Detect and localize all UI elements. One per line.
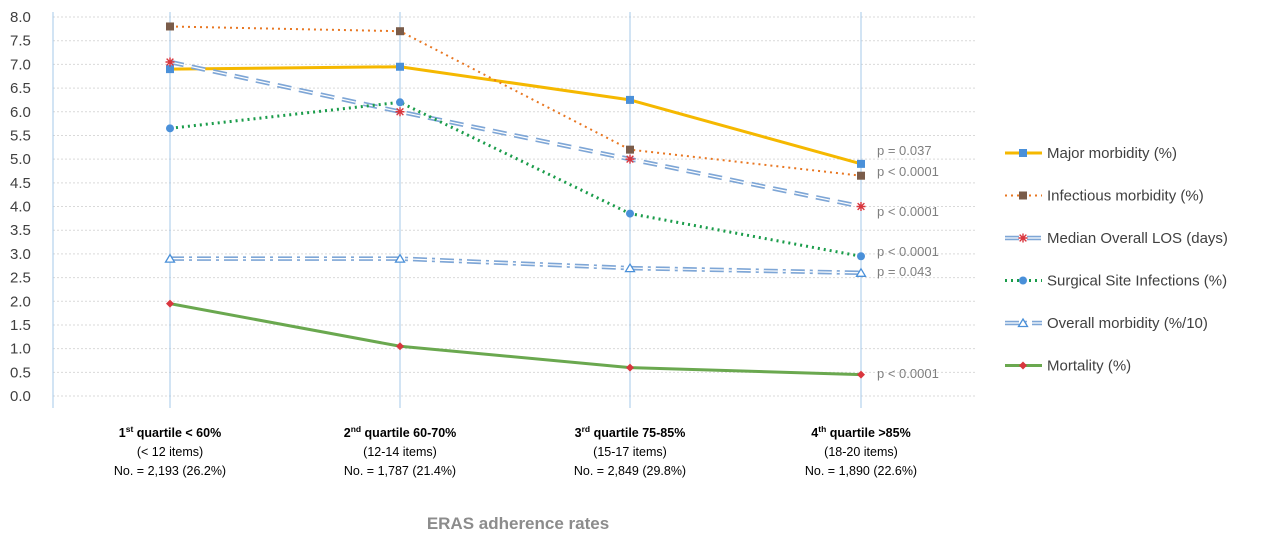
y-tick-label: 2.0	[10, 293, 31, 310]
data-point	[857, 171, 865, 180]
series-4	[164, 253, 867, 277]
y-tick-label: 6.5	[10, 80, 31, 97]
data-point	[166, 124, 174, 133]
series-0	[166, 62, 865, 168]
series-line	[169, 65, 862, 166]
y-tick-label: 7.5	[10, 33, 31, 50]
data-point	[624, 262, 636, 273]
data-point	[855, 267, 867, 277]
data-point	[395, 107, 405, 117]
category-items: (12-14 items)	[363, 445, 437, 459]
y-tick-label: 7.0	[10, 56, 31, 73]
legend-item: Median Overall LOS (days)	[1005, 230, 1228, 247]
p-value-label: p < 0.0001	[877, 244, 939, 259]
data-point	[166, 65, 174, 74]
category-title: 3rd quartile 75-85%	[575, 424, 686, 440]
series-2	[165, 57, 866, 211]
x-axis-categories: 1st quartile < 60% (< 12 items) No. = 2,19…	[114, 424, 917, 478]
category-title: 2nd quartile 60-70%	[344, 424, 457, 440]
y-tick-label: 0.5	[10, 364, 31, 381]
data-point	[1019, 361, 1027, 370]
category-items: (< 12 items)	[137, 445, 203, 459]
data-point	[396, 62, 404, 71]
p-value-label: p = 0.043	[877, 264, 932, 279]
series-lines	[164, 22, 867, 379]
data-point	[625, 154, 635, 164]
data-point	[166, 22, 174, 31]
y-tick-label: 2.5	[10, 270, 31, 287]
series-line	[169, 100, 862, 258]
data-point	[1017, 317, 1029, 328]
legend-label: Major morbidity (%)	[1047, 145, 1177, 162]
legend-item: Overall morbidity (%/10)	[1005, 315, 1208, 332]
series-line	[169, 302, 862, 377]
y-axis-ticks: 0.0 0.5 1.0 1.5 2.0 2.5 3.0 3.5 4.0 4.5 5.0 5.5 6.0 6…	[10, 9, 31, 405]
data-point	[1018, 233, 1028, 243]
data-point	[164, 253, 176, 263]
category-items: (18-20 items)	[824, 445, 898, 459]
data-point	[857, 370, 865, 379]
y-tick-label: 8.0	[10, 9, 31, 26]
y-tick-label: 4.0	[10, 199, 31, 216]
y-tick-label: 5.0	[10, 151, 31, 168]
data-point	[856, 202, 866, 211]
category-count: No. = 2,193 (26.2%)	[114, 464, 226, 478]
legend-label: Mortality (%)	[1047, 358, 1131, 375]
p-value-label: p < 0.0001	[877, 366, 939, 381]
y-tick-label: 3.5	[10, 222, 31, 239]
data-point	[857, 252, 865, 261]
data-point	[626, 209, 634, 218]
series-5	[166, 299, 865, 379]
data-point	[626, 145, 634, 154]
data-point	[394, 253, 406, 263]
legend-label: Surgical Site Infections (%)	[1047, 273, 1227, 290]
data-point	[1019, 191, 1027, 200]
data-point	[165, 57, 175, 67]
y-tick-label: 4.5	[10, 175, 31, 192]
p-value-label: p < 0.0001	[877, 164, 939, 179]
y-tick-label: 3.0	[10, 246, 31, 263]
category-count: No. = 2,849 (29.8%)	[574, 464, 686, 478]
legend-label: Overall morbidity (%/10)	[1047, 315, 1208, 332]
data-point	[626, 363, 634, 372]
gridlines	[52, 12, 975, 408]
legend-item: Mortality (%)	[1005, 358, 1131, 375]
p-value-labels: p = 0.037 p < 0.0001 p < 0.0001 p < 0.0001 p…	[877, 143, 939, 381]
data-point	[1019, 149, 1027, 157]
legend-label: Infectious morbidity (%)	[1047, 188, 1204, 205]
category-count: No. = 1,890 (22.6%)	[805, 464, 917, 478]
y-tick-label: 6.0	[10, 104, 31, 121]
data-point	[396, 98, 404, 107]
p-value-label: p = 0.037	[877, 143, 932, 158]
category-items: (15-17 items)	[593, 445, 667, 459]
series-line	[169, 25, 862, 177]
y-tick-label: 1.5	[10, 317, 31, 334]
legend: Major morbidity (%) Infectious morbidity …	[1005, 145, 1228, 375]
y-tick-label: 0.0	[10, 388, 31, 405]
data-point	[396, 27, 404, 36]
series-line-inner	[170, 258, 862, 274]
y-tick-label: 5.5	[10, 127, 31, 144]
p-value-label: p < 0.0001	[877, 204, 939, 219]
category-title: 4th quartile >85%	[811, 424, 910, 440]
data-point	[1019, 276, 1027, 285]
series-line-inner	[169, 61, 862, 208]
data-point	[396, 342, 404, 351]
legend-item: Infectious morbidity (%)	[1005, 188, 1204, 205]
legend-item: Surgical Site Infections (%)	[1005, 273, 1227, 290]
category-count: No. = 1,787 (21.4%)	[344, 464, 456, 478]
legend-label: Median Overall LOS (days)	[1047, 230, 1228, 247]
data-point	[166, 299, 174, 308]
data-point	[626, 95, 634, 104]
series-3	[166, 98, 865, 261]
y-tick-label: 1.0	[10, 341, 31, 358]
data-point	[857, 159, 865, 168]
category-title: 1st quartile < 60%	[119, 424, 221, 440]
legend-item: Major morbidity (%)	[1005, 145, 1177, 162]
x-axis-title: ERAS adherence rates	[427, 514, 609, 533]
series-1	[166, 22, 865, 180]
